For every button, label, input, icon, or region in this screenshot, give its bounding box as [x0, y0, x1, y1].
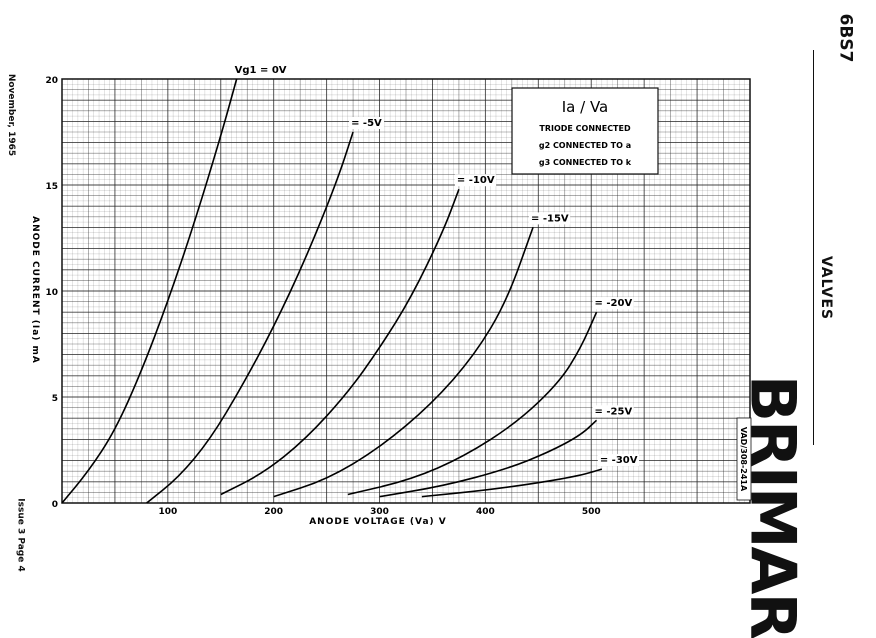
- curve-6: [421, 468, 603, 498]
- curve-0: [61, 78, 238, 504]
- y-tick-label: 20: [45, 76, 58, 86]
- x-tick-label: 300: [370, 507, 389, 517]
- anode-characteristics-chart: 100 200 300 400 500 0 5 10 15 20 Vg1 = 0V = -5V = -…: [30, 64, 752, 527]
- curve-label: = -30V: [600, 455, 638, 466]
- y-axis-label: ANODE CURRENT (Ia) mA: [30, 216, 40, 364]
- curves: [61, 78, 603, 504]
- header-rule: [812, 50, 814, 445]
- curve-label: = -10V: [457, 175, 495, 186]
- drawing-reference-frame: [736, 417, 752, 501]
- curve-1: [146, 131, 354, 504]
- curve-5: [379, 419, 598, 498]
- y-tick-label: 15: [45, 182, 58, 192]
- y-tick-label: 10: [45, 288, 58, 298]
- curve-label: = -25V: [595, 406, 633, 417]
- section-title: VALVES: [817, 255, 834, 321]
- curve-label-bg: [597, 454, 640, 467]
- curve-2: [220, 188, 460, 496]
- info-box-frame: [511, 87, 659, 175]
- curve-label-bg: [454, 174, 497, 187]
- curve-label-bg: [349, 117, 385, 129]
- curve-label-bg: [592, 405, 634, 418]
- curve-labels: Vg1 = 0V = -5V = -10V = -15V = -20V = -25V = -…: [232, 64, 640, 467]
- info-box-note-1: TRIODE CONNECTED: [539, 124, 631, 133]
- curve-label-bg: [592, 297, 634, 310]
- y-tick-label: 5: [52, 394, 58, 404]
- curve-3: [273, 227, 534, 498]
- info-box-note-2: g2 CONNECTED TO a: [539, 141, 631, 150]
- plot-frame: [61, 78, 751, 504]
- tube-type: 6BS7: [835, 13, 856, 63]
- curve-label: Vg1 = 0V: [235, 65, 287, 76]
- brand-logo: BRIMAR: [735, 374, 809, 638]
- drawing-reference-text: VAD/308-241A: [739, 427, 748, 492]
- curve-label: = -20V: [595, 298, 633, 309]
- curve-label-bg: [529, 212, 571, 225]
- drawing-reference: VAD/308-241A: [736, 417, 752, 501]
- y-tick-label: 0: [52, 500, 58, 510]
- curve-4: [347, 311, 598, 496]
- issue-date: November, 1965: [6, 73, 17, 157]
- x-axis-label: ANODE VOLTAGE (Va) V: [309, 517, 447, 527]
- curve-label-bg: [232, 64, 287, 76]
- tick-labels: 100 200 300 400 500 0 5 10 15 20: [45, 76, 600, 517]
- info-box-note-3: g3 CONNECTED TO k: [539, 158, 632, 167]
- x-tick-label: 200: [264, 507, 283, 517]
- curve-label: = -15V: [531, 213, 569, 224]
- x-tick-label: 500: [582, 507, 601, 517]
- x-tick-label: 100: [158, 507, 177, 517]
- info-box: Ia / Va TRIODE CONNECTED g2 CONNECTED TO…: [511, 87, 659, 175]
- info-box-title: Ia / Va: [562, 98, 609, 116]
- issue-page: Issue 3 Page 4: [15, 498, 26, 572]
- curve-label: = -5V: [351, 118, 382, 129]
- x-tick-label: 400: [476, 507, 495, 517]
